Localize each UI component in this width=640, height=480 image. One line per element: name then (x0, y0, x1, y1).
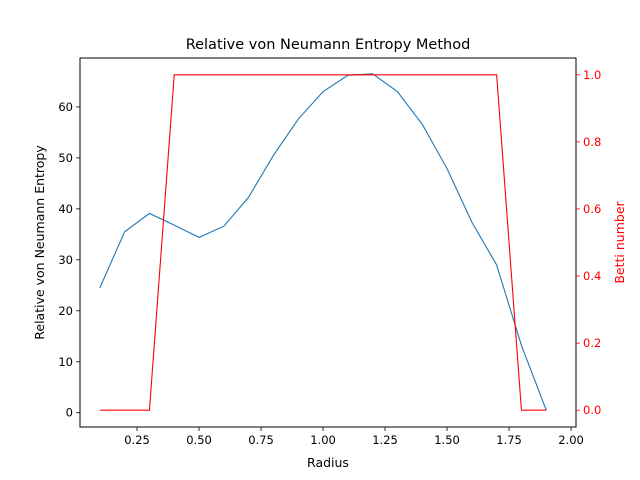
x-tick-label: 1.75 (496, 433, 522, 447)
y-right-axis: 0.0 0.2 0.4 0.6 0.8 1.0 (576, 68, 601, 417)
y-left-tick-label: 40 (58, 202, 73, 216)
series-line-left (99, 73, 547, 411)
y-left-axis-label: Relative von Neumann Entropy (32, 145, 47, 340)
y-left-tick-label: 10 (58, 355, 73, 369)
x-tick-label: 0.50 (186, 433, 212, 447)
chart-title: Relative von Neumann Entropy Method (186, 37, 471, 53)
y-right-tick-label: 0.2 (583, 336, 601, 350)
plot-area (99, 73, 547, 411)
x-tick-label: 1.00 (310, 433, 336, 447)
y-right-axis-label: Betti number (612, 200, 627, 283)
y-right-tick-label: 0.0 (583, 403, 601, 417)
x-tick-label: 0.25 (124, 433, 150, 447)
y-left-tick-label: 60 (58, 100, 73, 114)
y-left-tick-label: 30 (58, 253, 73, 267)
y-right-tick-label: 1.0 (583, 68, 601, 82)
x-axis: 0.25 0.50 0.75 1.00 1.25 1.50 1.75 2.00 (124, 427, 584, 447)
plot-frame (79, 57, 577, 428)
x-tick-label: 1.50 (434, 433, 460, 447)
x-tick-label: 2.00 (558, 433, 584, 447)
y-right-tick-label: 0.8 (583, 135, 601, 149)
y-right-tick-label: 0.4 (583, 269, 601, 283)
y-left-axis: 0 10 20 30 40 50 60 (58, 100, 80, 420)
y-right-tick-label: 0.6 (583, 202, 601, 216)
y-left-tick-label: 50 (58, 151, 73, 165)
x-tick-label: 1.25 (372, 433, 398, 447)
x-tick-label: 0.75 (248, 433, 274, 447)
series-line-right (99, 74, 547, 411)
x-axis-label: Radius (307, 455, 349, 470)
y-left-tick-label: 20 (58, 304, 73, 318)
y-left-tick-label: 0 (66, 406, 73, 420)
